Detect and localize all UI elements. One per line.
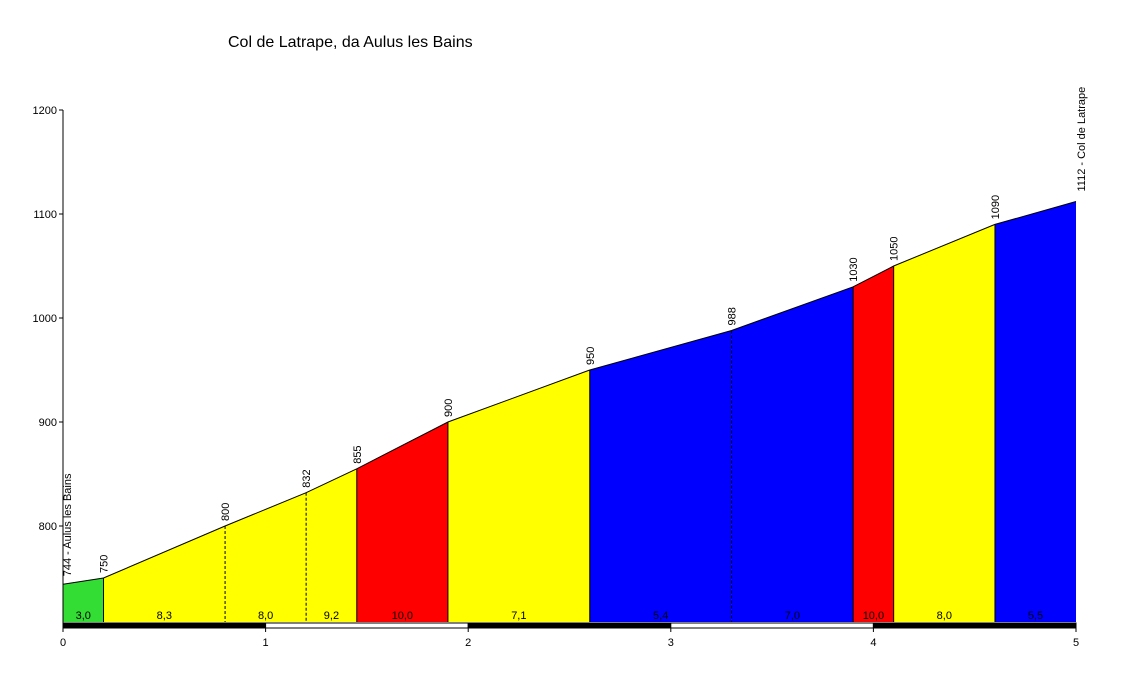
segment-area-0 (63, 578, 104, 622)
elevation-label-6: 950 (585, 347, 597, 365)
elevation-label-1: 750 (99, 555, 111, 573)
elevation-label-5: 900 (443, 399, 455, 417)
x-tick-label-4: 4 (870, 637, 876, 649)
distance-bar-km-0 (62, 622, 267, 629)
segment-area-4 (356, 422, 448, 622)
gradient-label-9: 8,0 (937, 610, 952, 622)
distance-bar-km-3 (670, 622, 874, 629)
segment-area-8 (853, 266, 894, 622)
segment-area-2 (225, 492, 307, 622)
segment-area-6 (589, 330, 732, 622)
gradient-label-2: 8,0 (258, 610, 273, 622)
y-tick-label-1000: 1000 (33, 313, 57, 325)
gradient-label-5: 7,1 (511, 610, 526, 622)
x-tick-label-3: 3 (668, 637, 674, 649)
elevation-label-7: 988 (727, 307, 739, 325)
elevation-label-3: 832 (301, 469, 313, 487)
elevation-label-11: 1112 - Col de Latrape (1076, 87, 1088, 192)
profile-line (62, 201, 1077, 585)
y-tick-label-1100: 1100 (33, 209, 57, 221)
chart-title: Col de Latrape, da Aulus les Bains (228, 34, 473, 51)
segment-area-5 (447, 370, 590, 622)
segment-area-7 (731, 286, 854, 622)
elevation-label-8: 1030 (848, 257, 860, 281)
segment-area-9 (893, 224, 995, 622)
gradient-label-6: 5,4 (653, 610, 668, 622)
gradient-label-7: 7,0 (785, 610, 800, 622)
distance-bar-km-1 (265, 622, 469, 629)
distance-bar-km-4 (872, 622, 1077, 629)
gradient-label-4: 10,0 (392, 610, 413, 622)
gradient-label-3: 9,2 (324, 610, 339, 622)
elevation-label-2: 800 (220, 503, 232, 521)
x-tick-label-2: 2 (465, 637, 471, 649)
x-tick-label-1: 1 (263, 637, 269, 649)
x-tick-label-5: 5 (1073, 637, 1079, 649)
elevation-label-10: 1090 (990, 195, 1002, 219)
y-tick-label-900: 900 (39, 417, 57, 429)
elevation-label-4: 855 (352, 445, 364, 463)
y-tick-label-800: 800 (39, 521, 57, 533)
y-tick-label-1200: 1200 (33, 105, 57, 117)
segment-area-10 (994, 201, 1076, 622)
gradient-label-8: 10,0 (863, 610, 884, 622)
gradient-label-10: 5,5 (1028, 610, 1043, 622)
elevation-label-9: 1050 (889, 237, 901, 261)
segment-area-3 (306, 468, 357, 622)
distance-bar-km-2 (467, 622, 672, 629)
gradient-label-0: 3,0 (76, 610, 91, 622)
elevation-label-0: 744 - Aulus les Bains (62, 473, 74, 576)
segment-area-1 (103, 526, 226, 622)
gradient-label-1: 8,3 (157, 610, 172, 622)
x-tick-label-0: 0 (60, 637, 66, 649)
